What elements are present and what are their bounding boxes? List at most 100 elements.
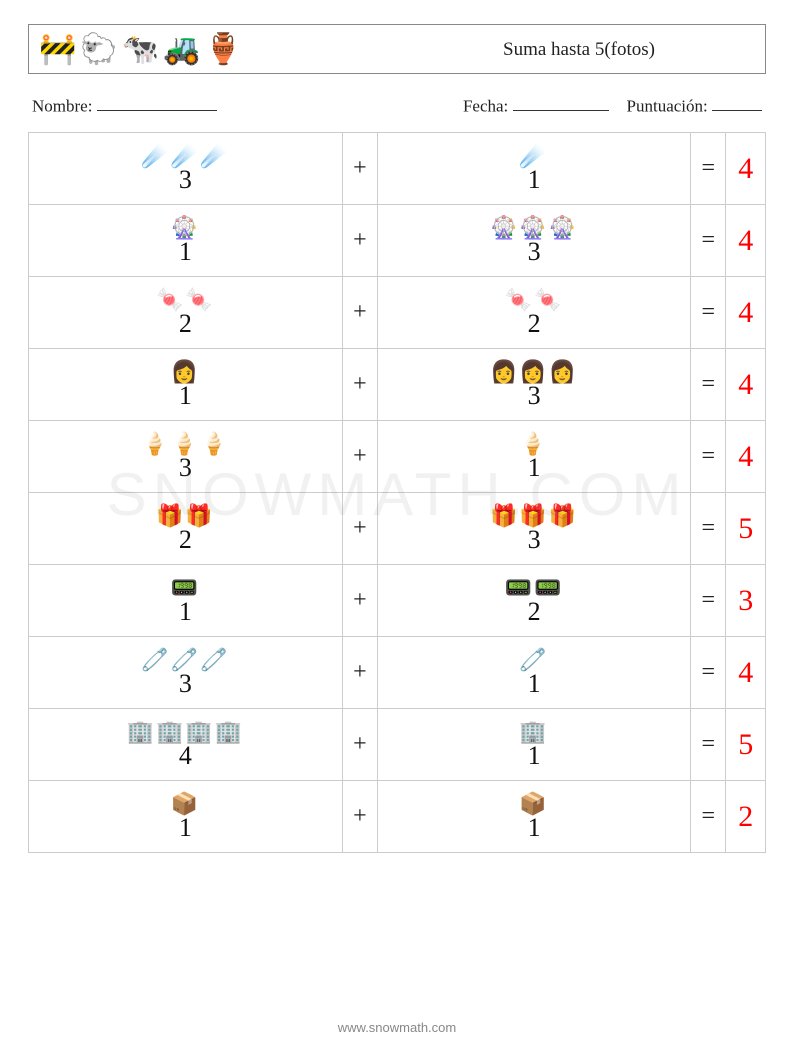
answer-cell: 2 bbox=[726, 781, 766, 853]
right-number: 2 bbox=[528, 599, 541, 625]
equals-cell: = bbox=[690, 421, 726, 493]
left-operand-cell: 📟1 bbox=[29, 565, 343, 637]
left-icons: 🎡 bbox=[171, 217, 200, 239]
left-operand-cell: 🎡1 bbox=[29, 205, 343, 277]
right-operand-cell: 🏢1 bbox=[378, 709, 691, 781]
answer-cell: 5 bbox=[726, 493, 766, 565]
operator-cell: + bbox=[342, 205, 378, 277]
right-icons: ☄️ bbox=[519, 145, 548, 167]
header-icon: 🐄 bbox=[122, 35, 159, 65]
problems-table: ☄️☄️☄️3+☄️1=4🎡1+🎡🎡🎡3=4🍬🍬2+🍬🍬2=4👩1+👩👩👩3=4… bbox=[28, 132, 766, 853]
left-number: 4 bbox=[179, 743, 192, 769]
right-number: 3 bbox=[528, 239, 541, 265]
right-operand-cell: 🍦1 bbox=[378, 421, 691, 493]
equals-cell: = bbox=[690, 781, 726, 853]
header-icon: 🚧 bbox=[39, 35, 76, 65]
table-row: 🍦🍦🍦3+🍦1=4 bbox=[29, 421, 766, 493]
right-operand-cell: ☄️1 bbox=[378, 133, 691, 205]
left-operand-cell: 👩1 bbox=[29, 349, 343, 421]
operator-cell: + bbox=[342, 709, 378, 781]
header-icon: 🏺 bbox=[204, 35, 241, 65]
table-row: ☄️☄️☄️3+☄️1=4 bbox=[29, 133, 766, 205]
table-row: 🎡1+🎡🎡🎡3=4 bbox=[29, 205, 766, 277]
right-operand-cell: 📦1 bbox=[378, 781, 691, 853]
answer-cell: 4 bbox=[726, 637, 766, 709]
footer-link: www.snowmath.com bbox=[0, 1020, 794, 1035]
right-operand-cell: 🍬🍬2 bbox=[378, 277, 691, 349]
equals-cell: = bbox=[690, 565, 726, 637]
table-row: 👩1+👩👩👩3=4 bbox=[29, 349, 766, 421]
left-operand-cell: 🧷🧷🧷3 bbox=[29, 637, 343, 709]
right-number: 1 bbox=[528, 671, 541, 697]
operator-cell: + bbox=[342, 637, 378, 709]
left-number: 1 bbox=[179, 383, 192, 409]
left-icons: 🧷🧷🧷 bbox=[141, 649, 229, 671]
header-icon: 🐑 bbox=[80, 35, 117, 65]
operator-cell: + bbox=[342, 781, 378, 853]
answer-cell: 5 bbox=[726, 709, 766, 781]
right-number: 2 bbox=[528, 311, 541, 337]
answer-cell: 4 bbox=[726, 133, 766, 205]
equals-cell: = bbox=[690, 709, 726, 781]
right-number: 1 bbox=[528, 815, 541, 841]
header-icons: 🚧🐑🐄🚜🏺 bbox=[39, 35, 242, 65]
header-icon: 🚜 bbox=[163, 35, 200, 65]
left-icons: 📟 bbox=[171, 577, 200, 599]
operator-cell: + bbox=[342, 133, 378, 205]
left-number: 3 bbox=[179, 671, 192, 697]
left-icons: 👩 bbox=[171, 361, 200, 383]
right-icons: 🏢 bbox=[519, 721, 548, 743]
table-row: 📟1+📟📟2=3 bbox=[29, 565, 766, 637]
left-icons: 📦 bbox=[171, 793, 200, 815]
right-icons: 👩👩👩 bbox=[490, 361, 578, 383]
equals-cell: = bbox=[690, 205, 726, 277]
operator-cell: + bbox=[342, 349, 378, 421]
name-label: Nombre: bbox=[32, 96, 92, 115]
left-operand-cell: 🏢🏢🏢🏢4 bbox=[29, 709, 343, 781]
operator-cell: + bbox=[342, 493, 378, 565]
equals-cell: = bbox=[690, 133, 726, 205]
labels-row: Nombre: Fecha: Puntuación: bbox=[32, 96, 762, 116]
operator-cell: + bbox=[342, 277, 378, 349]
header-box: 🚧🐑🐄🚜🏺 Suma hasta 5(fotos) bbox=[28, 24, 766, 74]
left-icons: 🎁🎁 bbox=[156, 505, 215, 527]
right-number: 3 bbox=[528, 527, 541, 553]
left-number: 3 bbox=[179, 455, 192, 481]
score-blank[interactable] bbox=[712, 96, 762, 111]
right-icons: 🎁🎁🎁 bbox=[490, 505, 578, 527]
answer-cell: 4 bbox=[726, 277, 766, 349]
equals-cell: = bbox=[690, 637, 726, 709]
right-number: 1 bbox=[528, 455, 541, 481]
left-operand-cell: 🎁🎁2 bbox=[29, 493, 343, 565]
left-number: 2 bbox=[179, 311, 192, 337]
table-row: 🎁🎁2+🎁🎁🎁3=5 bbox=[29, 493, 766, 565]
right-icons: 🎡🎡🎡 bbox=[490, 217, 578, 239]
right-operand-cell: 📟📟2 bbox=[378, 565, 691, 637]
right-operand-cell: 🎁🎁🎁3 bbox=[378, 493, 691, 565]
answer-cell: 3 bbox=[726, 565, 766, 637]
equals-cell: = bbox=[690, 349, 726, 421]
right-icons: 📦 bbox=[519, 793, 548, 815]
operator-cell: + bbox=[342, 421, 378, 493]
table-row: 🍬🍬2+🍬🍬2=4 bbox=[29, 277, 766, 349]
score-label: Puntuación: bbox=[627, 96, 708, 115]
right-icons: 📟📟 bbox=[505, 577, 564, 599]
equals-cell: = bbox=[690, 493, 726, 565]
right-icons: 🍦 bbox=[519, 433, 548, 455]
left-operand-cell: ☄️☄️☄️3 bbox=[29, 133, 343, 205]
right-icons: 🧷 bbox=[519, 649, 548, 671]
table-row: 📦1+📦1=2 bbox=[29, 781, 766, 853]
left-icons: ☄️☄️☄️ bbox=[141, 145, 229, 167]
left-operand-cell: 📦1 bbox=[29, 781, 343, 853]
right-operand-cell: 🎡🎡🎡3 bbox=[378, 205, 691, 277]
table-row: 🏢🏢🏢🏢4+🏢1=5 bbox=[29, 709, 766, 781]
answer-cell: 4 bbox=[726, 421, 766, 493]
right-number: 1 bbox=[528, 167, 541, 193]
right-icons: 🍬🍬 bbox=[505, 289, 564, 311]
name-blank[interactable] bbox=[97, 96, 217, 111]
left-icons: 🏢🏢🏢🏢 bbox=[127, 721, 245, 743]
answer-cell: 4 bbox=[726, 349, 766, 421]
left-number: 1 bbox=[179, 599, 192, 625]
date-blank[interactable] bbox=[513, 96, 609, 111]
equals-cell: = bbox=[690, 277, 726, 349]
